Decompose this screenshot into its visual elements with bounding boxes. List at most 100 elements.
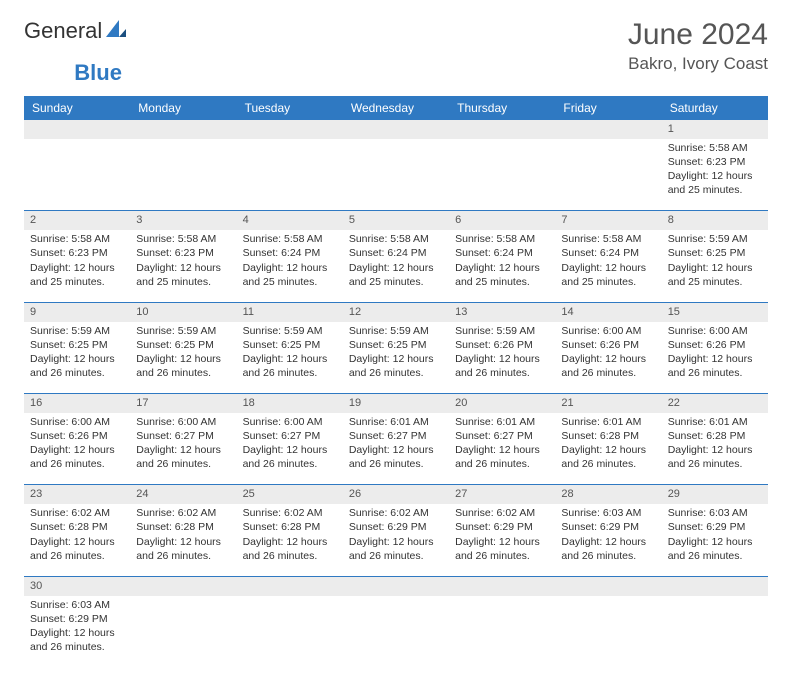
sunset-line: Sunset: 6:28 PM [668,429,762,443]
day-cell [555,596,661,668]
sunrise-line: Sunrise: 6:00 AM [243,415,337,429]
daylight-line: Daylight: 12 hours and 26 minutes. [30,535,124,563]
day-number-cell [555,576,661,595]
sunrise-line: Sunrise: 5:59 AM [668,232,762,246]
day-number-cell: 13 [449,302,555,321]
daylight-line: Daylight: 12 hours and 26 minutes. [30,352,124,380]
sunset-line: Sunset: 6:27 PM [136,429,230,443]
day-cell: Sunrise: 6:02 AMSunset: 6:29 PMDaylight:… [343,504,449,576]
sunset-line: Sunset: 6:25 PM [30,338,124,352]
day-cell: Sunrise: 6:00 AMSunset: 6:26 PMDaylight:… [662,322,768,394]
sunrise-line: Sunrise: 6:02 AM [243,506,337,520]
day-cell: Sunrise: 6:03 AMSunset: 6:29 PMDaylight:… [24,596,130,668]
day-cell: Sunrise: 6:00 AMSunset: 6:26 PMDaylight:… [555,322,661,394]
sunrise-line: Sunrise: 5:59 AM [136,324,230,338]
day-number-row: 23242526272829 [24,485,768,504]
location: Bakro, Ivory Coast [628,54,768,74]
sunset-line: Sunset: 6:24 PM [561,246,655,260]
calendar-head: SundayMondayTuesdayWednesdayThursdayFrid… [24,96,768,120]
day-cell: Sunrise: 5:59 AMSunset: 6:26 PMDaylight:… [449,322,555,394]
day-header: Saturday [662,96,768,120]
daylight-line: Daylight: 12 hours and 25 minutes. [561,261,655,289]
daylight-line: Daylight: 12 hours and 26 minutes. [136,352,230,380]
day-cell [130,139,236,211]
day-number-cell: 5 [343,211,449,230]
sunrise-line: Sunrise: 5:58 AM [561,232,655,246]
sunset-line: Sunset: 6:26 PM [30,429,124,443]
day-number-cell [343,120,449,139]
day-header: Tuesday [237,96,343,120]
day-number-cell: 28 [555,485,661,504]
day-number-cell [449,120,555,139]
daylight-line: Daylight: 12 hours and 26 minutes. [561,535,655,563]
daylight-line: Daylight: 12 hours and 25 minutes. [668,169,762,197]
day-number-cell: 20 [449,394,555,413]
sunrise-line: Sunrise: 5:58 AM [668,141,762,155]
day-number-cell: 24 [130,485,236,504]
day-number-row: 16171819202122 [24,394,768,413]
daylight-line: Daylight: 12 hours and 26 minutes. [561,352,655,380]
day-number-cell: 4 [237,211,343,230]
daylight-line: Daylight: 12 hours and 26 minutes. [455,352,549,380]
daylight-line: Daylight: 12 hours and 26 minutes. [668,352,762,380]
sunrise-line: Sunrise: 6:01 AM [455,415,549,429]
day-number-cell: 9 [24,302,130,321]
day-number-row: 2345678 [24,211,768,230]
day-cell: Sunrise: 5:59 AMSunset: 6:25 PMDaylight:… [24,322,130,394]
sunrise-line: Sunrise: 5:59 AM [349,324,443,338]
day-number-cell: 18 [237,394,343,413]
day-cell: Sunrise: 6:02 AMSunset: 6:28 PMDaylight:… [24,504,130,576]
daylight-line: Daylight: 12 hours and 26 minutes. [455,443,549,471]
day-number-cell: 21 [555,394,661,413]
day-header: Thursday [449,96,555,120]
daylight-line: Daylight: 12 hours and 25 minutes. [455,261,549,289]
sunset-line: Sunset: 6:27 PM [243,429,337,443]
sunrise-line: Sunrise: 6:03 AM [561,506,655,520]
daylight-line: Daylight: 12 hours and 26 minutes. [30,626,124,654]
day-number-cell: 11 [237,302,343,321]
day-cell: Sunrise: 5:58 AMSunset: 6:23 PMDaylight:… [130,230,236,302]
daylight-line: Daylight: 12 hours and 26 minutes. [561,443,655,471]
day-number-cell: 22 [662,394,768,413]
daylight-line: Daylight: 12 hours and 25 minutes. [30,261,124,289]
day-number-cell: 8 [662,211,768,230]
sail-icon [106,18,126,44]
day-header: Monday [130,96,236,120]
day-number-cell: 12 [343,302,449,321]
sunrise-line: Sunrise: 5:58 AM [243,232,337,246]
daylight-line: Daylight: 12 hours and 26 minutes. [136,443,230,471]
week-row: Sunrise: 5:59 AMSunset: 6:25 PMDaylight:… [24,322,768,394]
calendar-table: SundayMondayTuesdayWednesdayThursdayFrid… [24,96,768,668]
week-row: Sunrise: 6:03 AMSunset: 6:29 PMDaylight:… [24,596,768,668]
day-number-cell [449,576,555,595]
sunrise-line: Sunrise: 6:00 AM [30,415,124,429]
day-number-cell [555,120,661,139]
day-number-cell [662,576,768,595]
day-cell: Sunrise: 5:58 AMSunset: 6:23 PMDaylight:… [662,139,768,211]
sunrise-line: Sunrise: 6:03 AM [668,506,762,520]
sunrise-line: Sunrise: 5:58 AM [349,232,443,246]
day-cell [343,139,449,211]
sunrise-line: Sunrise: 5:59 AM [455,324,549,338]
daylight-line: Daylight: 12 hours and 26 minutes. [668,535,762,563]
day-cell: Sunrise: 6:00 AMSunset: 6:27 PMDaylight:… [237,413,343,485]
sunrise-line: Sunrise: 5:58 AM [455,232,549,246]
week-row: Sunrise: 6:00 AMSunset: 6:26 PMDaylight:… [24,413,768,485]
day-number-cell [24,120,130,139]
day-number-cell: 14 [555,302,661,321]
day-number-cell [130,120,236,139]
day-cell: Sunrise: 6:03 AMSunset: 6:29 PMDaylight:… [555,504,661,576]
sunrise-line: Sunrise: 6:00 AM [136,415,230,429]
daylight-line: Daylight: 12 hours and 26 minutes. [243,535,337,563]
day-cell: Sunrise: 5:58 AMSunset: 6:23 PMDaylight:… [24,230,130,302]
sunrise-line: Sunrise: 6:01 AM [349,415,443,429]
day-cell [449,139,555,211]
day-number-cell: 3 [130,211,236,230]
day-cell: Sunrise: 5:58 AMSunset: 6:24 PMDaylight:… [343,230,449,302]
daylight-line: Daylight: 12 hours and 26 minutes. [349,535,443,563]
day-number-cell: 27 [449,485,555,504]
sunset-line: Sunset: 6:24 PM [349,246,443,260]
sunset-line: Sunset: 6:29 PM [561,520,655,534]
sunset-line: Sunset: 6:26 PM [561,338,655,352]
day-cell: Sunrise: 5:59 AMSunset: 6:25 PMDaylight:… [130,322,236,394]
